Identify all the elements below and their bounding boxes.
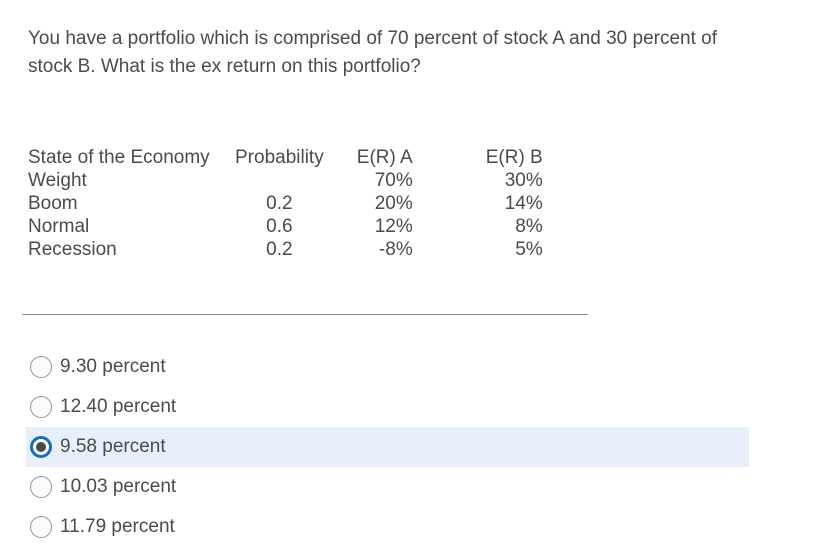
radio-icon[interactable] <box>30 476 52 498</box>
divider <box>22 314 588 315</box>
answer-option-3-selected[interactable]: 9.58 percent <box>26 427 749 467</box>
col-header-er-b: E(R) B <box>485 147 543 168</box>
col-header-er-a: E(R) A <box>356 147 413 168</box>
answer-option-label: 12.40 percent <box>60 396 177 417</box>
answer-option-2[interactable]: 12.40 percent <box>26 387 749 427</box>
table-header-row: State of the Economy Probability E(R) A … <box>28 146 543 169</box>
economy-table: State of the Economy Probability E(R) A … <box>28 146 543 261</box>
cell-er-a: 70% <box>374 170 413 191</box>
answer-option-1[interactable]: 9.30 percent <box>26 347 749 387</box>
cell-probability: 0.2 <box>266 239 293 260</box>
cell-er-b: 30% <box>504 170 543 191</box>
cell-state: Normal <box>28 216 90 237</box>
answer-option-label: 11.79 percent <box>60 516 175 537</box>
cell-er-b: 8% <box>515 216 543 237</box>
cell-er-a: -8% <box>378 239 413 260</box>
answer-option-5[interactable]: 11.79 percent <box>26 507 749 547</box>
radio-icon[interactable] <box>30 356 52 378</box>
col-header-state: State of the Economy <box>28 147 210 168</box>
answer-options-list: 9.30 percent 12.40 percent 9.58 percent … <box>26 347 749 547</box>
cell-probability: 0.2 <box>266 193 293 214</box>
cell-state: Recession <box>28 239 117 260</box>
answer-option-label: 9.58 percent <box>60 436 166 457</box>
answer-option-label: 9.30 percent <box>60 356 166 377</box>
answer-option-4[interactable]: 10.03 percent <box>26 467 749 507</box>
answer-option-label: 10.03 percent <box>60 476 177 497</box>
cell-probability <box>235 169 324 192</box>
table-row: Boom 0.2 20% 14% <box>28 192 543 215</box>
cell-er-a: 12% <box>374 216 413 237</box>
cell-probability: 0.6 <box>266 216 293 237</box>
col-header-probability: Probability <box>235 147 324 168</box>
cell-er-b: 14% <box>504 193 543 214</box>
question-text: You have a portfolio which is comprised … <box>28 28 718 77</box>
cell-er-b: 5% <box>515 239 543 260</box>
cell-er-a: 20% <box>374 193 413 214</box>
radio-icon[interactable] <box>30 396 52 418</box>
table-row: Normal 0.6 12% 8% <box>28 215 543 238</box>
table-row: Recession 0.2 -8% 5% <box>28 238 543 261</box>
cell-state: Weight <box>28 170 87 191</box>
radio-checked-icon[interactable] <box>30 436 52 458</box>
table-row: Weight 70% 30% <box>28 169 543 192</box>
radio-icon[interactable] <box>30 516 52 538</box>
cell-state: Boom <box>28 193 78 214</box>
